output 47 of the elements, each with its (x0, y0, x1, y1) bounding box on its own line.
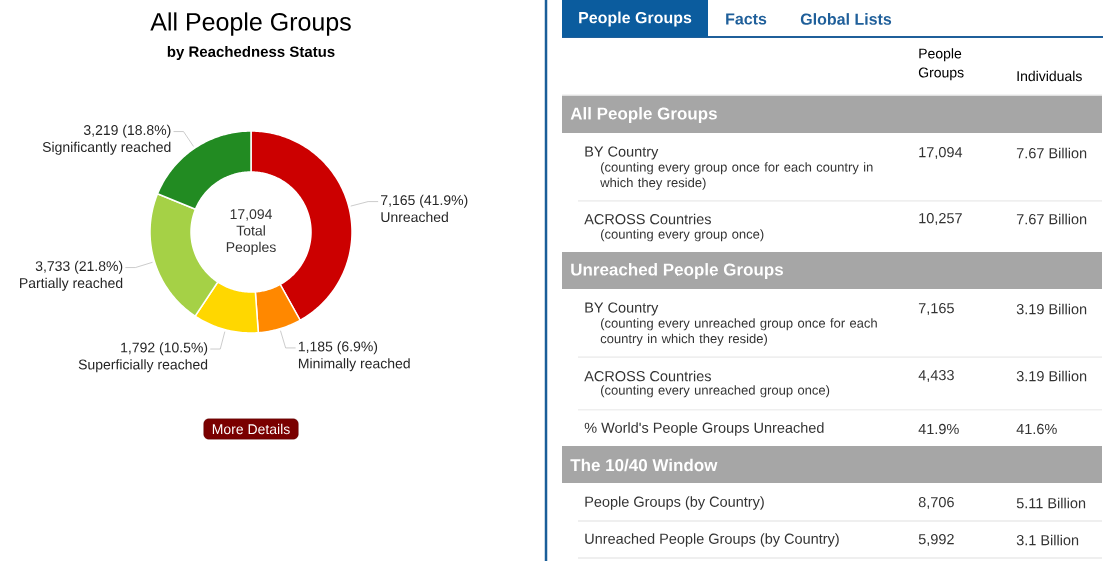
text: The 10/40 Window (570, 458, 718, 472)
text: Individuals (1017, 70, 1082, 82)
text: (counting every group once) (601, 229, 764, 242)
text: People Groups (918, 48, 964, 81)
text: All People Groups (570, 107, 717, 123)
text: 41.6% (1016, 423, 1057, 435)
text: 17,094 (919, 147, 963, 159)
text: 5,992 (918, 534, 954, 546)
slice-label: Superficially reached (78, 359, 208, 373)
text: 4,433 (918, 370, 954, 382)
text: Unreached People Groups (by Country) (585, 533, 839, 547)
text: People Groups (by Country) (585, 496, 764, 510)
data-label: 1,792 (10.5%) (121, 342, 208, 356)
text: BY Country (585, 146, 659, 160)
text: 3.1 Billion (1016, 534, 1079, 546)
data-label: 3,219 (18.8%) (83, 124, 171, 138)
text: Unreached People Groups (571, 263, 783, 279)
text: (counting every group once for each country in which they reside) (600, 162, 873, 190)
text: 17,094 Total Peoples (226, 209, 276, 255)
slice-label: Minimally reached (298, 358, 410, 372)
slice-label: Unreached (381, 211, 448, 223)
data-label: 3,733 (21.8%) (35, 260, 123, 274)
text: 8,706 (918, 497, 954, 509)
text: 7.67 Billion (1016, 213, 1087, 225)
chart-subtitle: by Reachedness Status (167, 46, 335, 60)
text: Global Lists (800, 13, 892, 25)
text: More Details (212, 423, 290, 435)
text: 7.67 Billion (1016, 147, 1087, 159)
text: People Groups (579, 11, 692, 27)
text: 41.9% (918, 423, 959, 435)
text: 5.11 Billion (1016, 497, 1086, 509)
data-label: 1,185 (6.9%) (298, 341, 378, 355)
text: Facts (726, 13, 767, 25)
text: BY Country (585, 302, 659, 316)
text: (counting every unreached group once for each country in which they reside) (600, 318, 877, 346)
text: 7,165 (918, 303, 954, 315)
slice-label: Significantly reached (42, 141, 171, 155)
data-label: 7,165 (41.9%) (381, 194, 468, 208)
text: ACROSS Countries (584, 370, 711, 382)
text: % World's People Groups Unreached (584, 422, 824, 436)
text: 3.19 Billion (1016, 370, 1087, 382)
text: 10,257 (919, 213, 962, 225)
text: 3.19 Billion (1016, 303, 1087, 315)
chart-title: All People Groups (150, 12, 351, 36)
text: ACROSS Countries (584, 213, 711, 225)
text: (counting every unreached group once) (601, 385, 830, 398)
slice-label: Partially reached (20, 277, 123, 291)
